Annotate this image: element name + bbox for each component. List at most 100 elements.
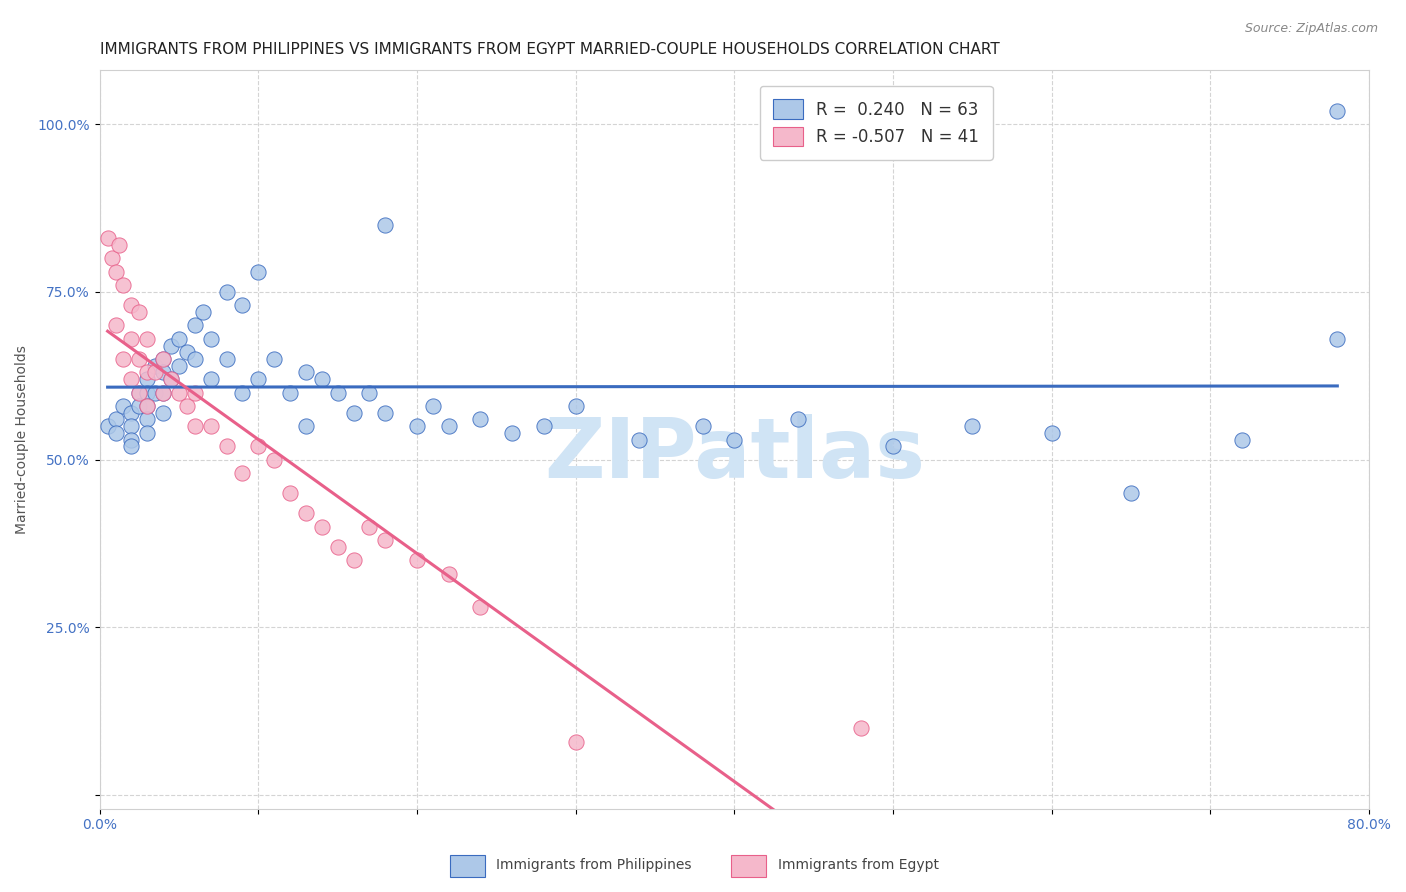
Point: [295, 507, 318, 521]
Point: [128, 305, 150, 319]
Point: [120, 372, 142, 386]
Point: [152, 385, 174, 400]
Point: [1326, 332, 1348, 346]
Legend: R =  0.240   N = 63, R = -0.507   N = 41: R = 0.240 N = 63, R = -0.507 N = 41: [759, 87, 993, 160]
Point: [326, 540, 349, 554]
Point: [231, 298, 253, 312]
Point: [1326, 103, 1348, 118]
Point: [231, 466, 253, 480]
Text: Immigrants from Philippines: Immigrants from Philippines: [496, 858, 692, 872]
Text: ZIPatlas: ZIPatlas: [544, 414, 925, 495]
Point: [167, 359, 190, 373]
Point: [374, 406, 396, 420]
Point: [962, 419, 984, 434]
Point: [184, 385, 207, 400]
Point: [191, 305, 214, 319]
Point: [136, 372, 159, 386]
Point: [152, 351, 174, 366]
Point: [533, 419, 555, 434]
Point: [128, 399, 150, 413]
Point: [120, 439, 142, 453]
Point: [120, 419, 142, 434]
Point: [97, 231, 120, 245]
Point: [406, 553, 429, 567]
Point: [342, 406, 364, 420]
Point: [501, 425, 523, 440]
Point: [470, 412, 492, 426]
Point: [128, 385, 150, 400]
Point: [295, 419, 318, 434]
Point: [136, 399, 159, 413]
Point: [112, 399, 135, 413]
Point: [263, 452, 285, 467]
Point: [101, 252, 124, 266]
Text: Source: ZipAtlas.com: Source: ZipAtlas.com: [1244, 22, 1378, 36]
Point: [112, 351, 135, 366]
Text: IMMIGRANTS FROM PHILIPPINES VS IMMIGRANTS FROM EGYPT MARRIED-COUPLE HOUSEHOLDS C: IMMIGRANTS FROM PHILIPPINES VS IMMIGRANT…: [100, 42, 1000, 57]
Point: [263, 351, 285, 366]
Point: [1040, 425, 1063, 440]
Point: [200, 372, 222, 386]
Point: [278, 486, 301, 500]
Point: [311, 372, 333, 386]
Point: [359, 385, 381, 400]
Point: [104, 265, 127, 279]
Point: [215, 351, 238, 366]
Point: [692, 419, 714, 434]
Point: [200, 419, 222, 434]
Point: [152, 385, 174, 400]
Point: [231, 385, 253, 400]
Point: [167, 332, 190, 346]
Point: [437, 566, 460, 581]
Point: [247, 265, 270, 279]
Point: [437, 419, 460, 434]
Point: [278, 385, 301, 400]
Point: [422, 399, 444, 413]
Point: [136, 425, 159, 440]
Point: [160, 338, 183, 352]
Point: [136, 366, 159, 380]
Point: [152, 406, 174, 420]
Point: [786, 412, 808, 426]
Point: [120, 332, 142, 346]
Point: [326, 385, 349, 400]
Y-axis label: Married-couple Households: Married-couple Households: [15, 345, 30, 534]
Point: [143, 366, 166, 380]
Point: [143, 385, 166, 400]
Point: [167, 385, 190, 400]
Point: [104, 412, 127, 426]
Point: [128, 351, 150, 366]
Point: [184, 318, 207, 333]
Point: [723, 433, 745, 447]
Point: [112, 278, 135, 293]
Point: [374, 218, 396, 232]
Point: [128, 385, 150, 400]
Point: [152, 351, 174, 366]
Point: [1230, 433, 1253, 447]
Point: [160, 372, 183, 386]
Point: [311, 520, 333, 534]
Point: [628, 433, 651, 447]
Point: [184, 351, 207, 366]
Point: [406, 419, 429, 434]
Point: [97, 419, 120, 434]
Point: [136, 332, 159, 346]
Point: [851, 721, 873, 735]
Point: [120, 433, 142, 447]
Point: [470, 600, 492, 615]
Point: [104, 318, 127, 333]
Point: [247, 372, 270, 386]
Point: [104, 425, 127, 440]
Point: [107, 238, 129, 252]
Point: [160, 372, 183, 386]
Point: [200, 332, 222, 346]
Point: [120, 406, 142, 420]
Point: [184, 419, 207, 434]
Point: [359, 520, 381, 534]
Point: [215, 439, 238, 453]
Point: [143, 359, 166, 373]
Point: [136, 385, 159, 400]
Text: Immigrants from Egypt: Immigrants from Egypt: [778, 858, 939, 872]
Point: [564, 734, 586, 748]
Point: [176, 399, 198, 413]
